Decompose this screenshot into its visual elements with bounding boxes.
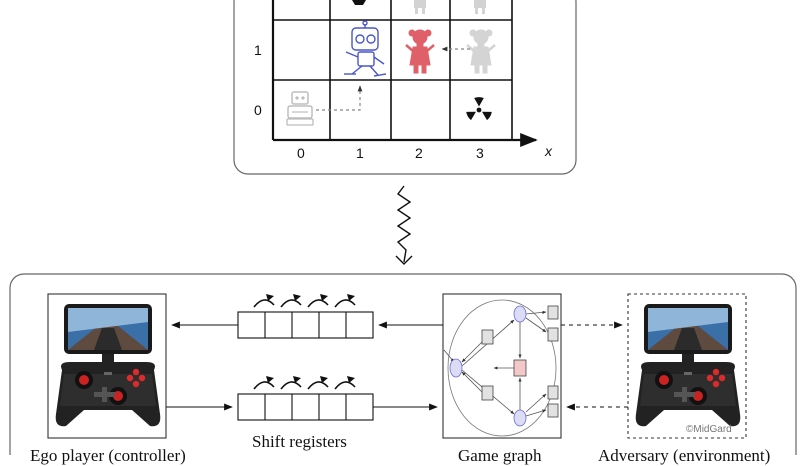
watermark: ©MidGard [686,424,732,435]
radiation-partial [352,0,366,5]
diagram-canvas [9,0,797,455]
shift-register-top [237,311,374,339]
girl-faded-top-2 [474,0,486,14]
ego-player-label: Ego player (controller) [30,446,186,465]
y-tick-0: 0 [254,102,262,118]
flow-arrows [166,321,628,411]
adversary-gamepad-icon [635,304,741,427]
ego-gamepad-icon [55,304,161,427]
x-tick-3: 3 [476,145,484,161]
x-tick-2: 2 [415,145,423,161]
shift-register-top-arrows [253,294,356,308]
robot-move-path [316,85,363,111]
grid-world-panel [233,0,577,175]
shift-registers-label: Shift registers [252,432,347,451]
blue-robot-icon [344,20,387,77]
y-tick-1: 1 [254,42,262,58]
shift-register-bottom-arrows [253,376,356,390]
x-axis-label: x [545,143,552,159]
girl-faded-top-1 [414,0,426,14]
transformation-arrow [396,185,412,263]
adversary-label: Adversary (environment) [598,446,771,465]
grid-world [273,0,513,140]
shift-register-bottom [237,393,374,421]
synthesis-panel [9,273,797,455]
game-graph-label: Game graph [458,446,542,465]
x-tick-1: 1 [356,145,364,161]
game-graph-nodes [449,305,559,427]
x-tick-0: 0 [297,145,305,161]
